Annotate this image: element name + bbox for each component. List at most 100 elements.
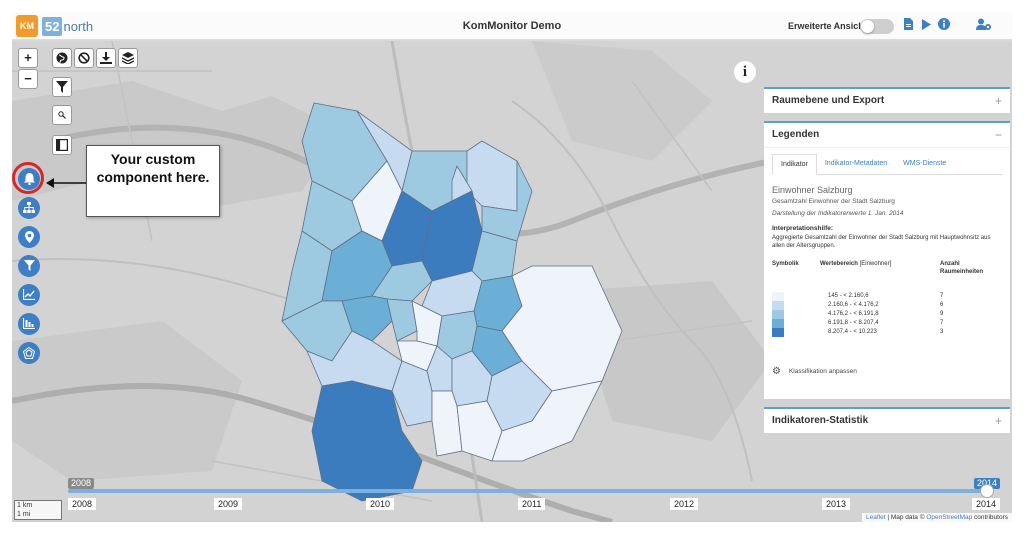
radar-icon[interactable] [18, 342, 40, 364]
legend-range: 4.176,2 - < 6.191,8 [828, 311, 879, 317]
legend-count: 9 [940, 311, 944, 317]
legend-swatch [772, 310, 784, 319]
legend-row: 2.160,6 - < 4.176,2 6 [772, 301, 1002, 310]
timeline-handle[interactable] [980, 484, 994, 498]
zoom-out-button[interactable]: − [18, 69, 38, 89]
timeline-year: 2009 [214, 498, 243, 510]
timeline-year: 2012 [670, 498, 699, 510]
legenden-body: Indikator Indikator-Metadaten WMS-Dienst… [764, 147, 1010, 399]
expand-icon[interactable]: + [994, 414, 1002, 428]
gears-icon: ⚙ [772, 366, 781, 377]
indicator-date: Darstellung der Indikatorenwerte 1. Jan.… [772, 210, 904, 217]
search-icon[interactable] [52, 105, 72, 125]
attribution-suffix: contributors [972, 514, 1008, 521]
scale-mi: 1 mi [17, 511, 31, 518]
timeline-year: 2011 [518, 498, 546, 510]
col-symbolik: Symbolik [772, 261, 799, 267]
globe-icon[interactable] [52, 48, 72, 68]
col-anzahl: Anzahl Raumeinheiten [940, 261, 984, 275]
top-bar: KM 52 north KomMonitor Demo Erweiterte A… [12, 12, 1012, 40]
scale-km: 1 km [17, 502, 33, 509]
advanced-view-toggle[interactable] [860, 19, 894, 34]
layers-icon[interactable] [118, 48, 138, 68]
user-settings-icon[interactable] [976, 18, 992, 34]
timeline-end-flag: 2014 [974, 478, 1001, 489]
legend-swatch [772, 292, 784, 301]
district [386, 298, 418, 342]
map-view[interactable]: + − [12, 41, 1012, 522]
filter-icon[interactable] [52, 77, 72, 97]
legend-row: 8.207,4 - < 10.223 3 [772, 328, 1002, 337]
map-attribution: Leaflet | Map data © OpenStreetMap contr… [861, 513, 1012, 522]
toggle-knob [861, 20, 874, 33]
statistik-title: Indikatoren-Statistik [772, 415, 869, 426]
legend-swatch [772, 301, 784, 310]
hint-text: Aggregierte Gesamtzahl der Einwohner der… [772, 235, 991, 249]
app-window: KM 52 north KomMonitor Demo Erweiterte A… [12, 12, 1012, 522]
raumebene-box: Raumebene und Export + [764, 87, 1010, 113]
legend-swatch [772, 328, 784, 337]
district [491, 380, 603, 462]
legend-row: 6.191,8 - < 8.207,4 7 [772, 319, 1002, 328]
legend-count: 7 [940, 293, 944, 299]
leaflet-link[interactable]: Leaflet [865, 514, 886, 521]
legend-count: 3 [940, 329, 944, 335]
logo-word: north [63, 18, 94, 34]
sitemap-icon[interactable] [18, 197, 40, 219]
right-panel: Raumebene und Export + Legenden − Indika… [764, 87, 1010, 441]
klassifikation-label: Klassifikation anpassen [788, 368, 857, 375]
statistik-box: Indikatoren-Statistik + [764, 407, 1010, 433]
tab-wms-dienste[interactable]: WMS-Dienste [903, 160, 947, 167]
legend-row: 4.176,2 - < 6.191,8 9 [772, 310, 1002, 319]
logo-number: 52 [42, 16, 63, 36]
expand-icon[interactable]: + [994, 94, 1002, 108]
bar-chart-icon[interactable] [18, 313, 40, 335]
map-info-button[interactable]: i [734, 61, 756, 83]
district-polygons [281, 102, 623, 502]
kommonitor-logo: KM [16, 15, 38, 37]
legend-count: 6 [940, 302, 944, 308]
location-pin-icon[interactable] [18, 226, 40, 248]
legend-range: 6.191,8 - < 8.207,4 [828, 320, 879, 326]
legend-range: 2.160,6 - < 4.176,2 [828, 302, 879, 308]
line-chart-icon[interactable] [18, 284, 40, 306]
advanced-view-label: Erweiterte Ansicht [788, 21, 867, 31]
custom-component-callout: Your custom component here. [86, 145, 220, 217]
legend-tabs: Indikator Indikator-Metadaten WMS-Dienst… [772, 154, 1002, 175]
ban-icon[interactable] [74, 48, 94, 68]
osm-link[interactable]: OpenStreetMap [926, 514, 973, 521]
info-icon[interactable] [936, 18, 952, 34]
tab-indikator[interactable]: Indikator [772, 154, 817, 175]
download-icon[interactable] [96, 48, 116, 68]
col-wertebereich: Wertebereich [Einwohner] [820, 260, 891, 268]
legend-range: 145 - < 2.160,6 [828, 293, 869, 299]
zoom-in-button[interactable]: + [18, 48, 38, 68]
legenden-header[interactable]: Legenden − [764, 123, 1010, 147]
timeline-year: 2010 [366, 498, 395, 510]
timeline-year: 2008 [68, 498, 97, 510]
legend-table: Symbolik Wertebereich [Einwohner] Anzahl… [772, 260, 1002, 360]
district [311, 380, 423, 502]
legend-swatch [772, 319, 784, 328]
tab-indikator-metadaten[interactable]: Indikator-Metadaten [824, 160, 888, 167]
timeline-track[interactable] [68, 489, 986, 493]
statistik-header[interactable]: Indikatoren-Statistik + [764, 409, 1010, 433]
timeline-year: 2013 [822, 498, 851, 510]
panel-toggle-icon[interactable] [52, 135, 72, 155]
document-icon[interactable] [900, 18, 916, 34]
legenden-title: Legenden [772, 129, 820, 140]
callout-highlight-ring [12, 162, 44, 194]
collapse-icon[interactable]: − [994, 128, 1002, 142]
legend-count: 7 [940, 320, 944, 326]
legend-row: 145 - < 2.160,6 7 [772, 292, 1002, 301]
raumebene-header[interactable]: Raumebene und Export + [764, 89, 1010, 113]
klassifikation-link[interactable]: ⚙ Klassifikation anpassen [772, 366, 1002, 377]
play-icon[interactable] [918, 18, 934, 34]
timeline-slider[interactable]: 2008 2014 2008 2009 2010 2011 2012 2013 … [12, 478, 1012, 522]
legend-range: 8.207,4 - < 10.223 [828, 329, 877, 335]
basemap [12, 41, 1012, 522]
filter-funnel-icon[interactable] [18, 255, 40, 277]
timeline-start-flag: 2008 [68, 478, 95, 489]
col-wertebereich-label: Wertebereich [820, 261, 858, 267]
scale-bar: 1 km 1 mi [14, 500, 62, 520]
